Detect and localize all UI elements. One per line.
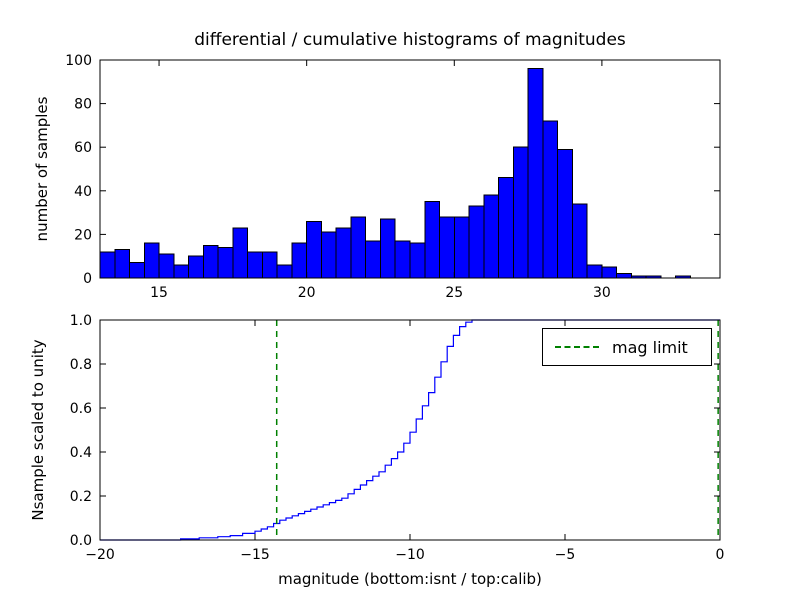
figure-title: differential / cumulative histograms of … <box>194 30 626 50</box>
axes-frame <box>99 59 721 279</box>
histogram-bar <box>173 264 190 279</box>
histogram-bar <box>586 264 603 279</box>
y-tick-label: 60 <box>74 140 92 156</box>
histogram-bar <box>453 216 470 279</box>
histogram-bar <box>276 264 293 279</box>
histogram-bar <box>601 266 618 279</box>
top-ylabel: number of samples <box>33 96 51 241</box>
cumulative-step-line <box>100 319 720 541</box>
bottom-ylabel: Nsample scaled to unity <box>29 339 47 520</box>
histogram-bar <box>557 148 573 279</box>
histogram-bar <box>129 262 145 279</box>
x-tick-label: 15 <box>150 285 168 301</box>
y-tick-label: 100 <box>65 53 92 69</box>
histogram-bar <box>188 255 204 279</box>
histogram-bar <box>616 273 632 279</box>
y-tick-label: 1.0 <box>70 313 92 329</box>
histogram-bar <box>261 251 278 279</box>
histogram-bar <box>571 203 588 279</box>
histogram-bar <box>291 242 308 279</box>
histogram-bar <box>394 240 411 279</box>
histogram-bar <box>143 242 160 279</box>
y-tick-label: 0.6 <box>70 401 92 417</box>
histogram-bar <box>114 249 131 279</box>
histogram-bar <box>498 177 514 279</box>
histogram-bar <box>247 251 263 279</box>
histogram-bar <box>99 251 116 279</box>
y-tick-label: 0.2 <box>70 489 92 505</box>
y-tick-label: 0.4 <box>70 445 92 461</box>
bottom-xlabel: magnitude (bottom:isnt / top:calib) <box>278 570 542 588</box>
x-tick-label: 20 <box>298 285 316 301</box>
histogram-bar <box>424 201 441 279</box>
histogram-bar <box>335 227 352 279</box>
histogram-bar <box>483 194 500 279</box>
histogram-bar <box>512 146 529 279</box>
y-tick-label: 80 <box>74 97 92 113</box>
histogram-bar <box>365 240 381 279</box>
x-tick-label: 0 <box>716 547 725 563</box>
y-tick-label: 0.8 <box>70 357 92 373</box>
histogram-bar <box>158 253 175 279</box>
histogram-bar <box>232 227 249 279</box>
y-tick-label: 0 <box>83 271 92 287</box>
x-tick-label: 25 <box>445 285 463 301</box>
x-tick-label: 30 <box>593 285 611 301</box>
legend: mag limit <box>542 328 712 366</box>
y-tick-label: 40 <box>74 184 92 200</box>
legend-label: mag limit <box>612 337 688 357</box>
legend-dashed-line-sample <box>555 346 599 348</box>
histogram-bar <box>439 216 455 279</box>
histogram-bar <box>379 218 396 279</box>
histogram-bar <box>306 220 322 279</box>
histogram-bar <box>527 68 544 279</box>
histogram-bar <box>468 205 485 279</box>
x-tick-label: −15 <box>240 547 270 563</box>
histogram-bar <box>409 242 426 279</box>
histogram-bar <box>542 120 559 279</box>
histogram-bar <box>217 246 234 279</box>
y-tick-label: 0.0 <box>70 533 92 549</box>
histogram-bar <box>350 216 367 279</box>
histogram-bar <box>202 244 219 279</box>
x-tick-label: −10 <box>395 547 425 563</box>
y-tick-label: 20 <box>74 227 92 243</box>
x-tick-label: −5 <box>555 547 576 563</box>
x-tick-label: −20 <box>85 547 115 563</box>
histogram-bar <box>320 231 337 279</box>
